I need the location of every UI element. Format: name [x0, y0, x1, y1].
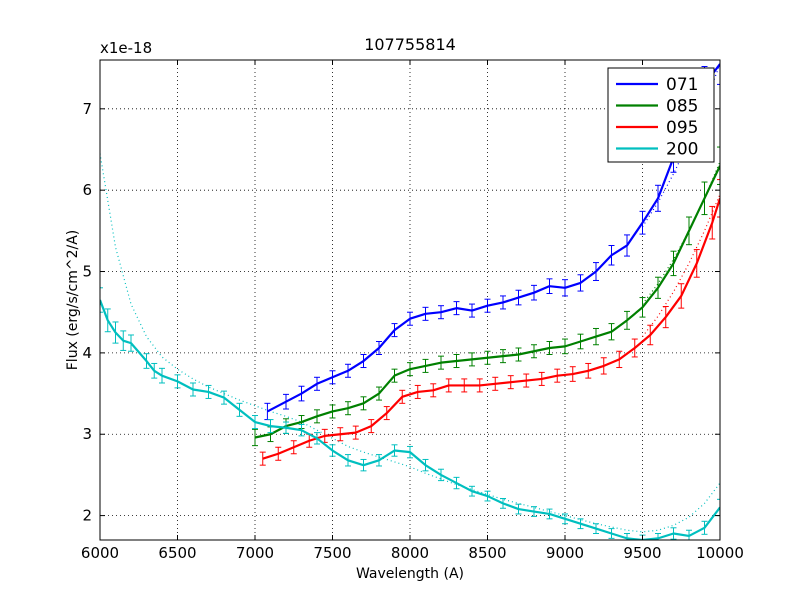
x-tick-label: 7500 — [313, 544, 351, 562]
model-curve-200-model — [100, 153, 720, 533]
x-axis-label: Wavelength (A) — [356, 566, 464, 582]
y-offset-label: x1e-18 — [100, 39, 152, 57]
legend-label-095: 095 — [666, 118, 698, 138]
x-tick-label: 10000 — [696, 544, 744, 562]
x-tick-label: 8500 — [468, 544, 506, 562]
series-line-085 — [254, 165, 720, 439]
y-tick-label: 6 — [82, 181, 92, 199]
x-tick-label: 7000 — [236, 544, 274, 562]
legend-label-085: 085 — [666, 97, 698, 117]
x-tick-label: 8000 — [391, 544, 429, 562]
series-095 — [259, 179, 720, 466]
x-tick-label: 6000 — [81, 544, 119, 562]
y-tick-label: 2 — [82, 507, 92, 525]
x-tick-label: 6500 — [158, 544, 196, 562]
chart-title: 107755814 — [364, 35, 456, 54]
series-200 — [100, 287, 720, 540]
y-axis-label: Flux (erg/s/cm^2/A) — [65, 230, 81, 370]
y-tick-label: 3 — [82, 425, 92, 443]
x-tick-label: 9500 — [623, 544, 661, 562]
legend-label-200: 200 — [666, 140, 698, 160]
data-series — [100, 60, 720, 540]
series-line-071 — [266, 63, 720, 413]
series-line-200 — [100, 299, 720, 540]
axis-ticks: 6000 6500 7000 7500 8000 8500 9000 9500 10000 2 3 4… — [81, 60, 744, 562]
series-085 — [252, 146, 720, 447]
legend-label-071: 071 — [666, 75, 698, 95]
series-line-095 — [262, 197, 720, 460]
x-tick-label: 9000 — [546, 544, 584, 562]
y-tick-label: 7 — [82, 100, 92, 118]
y-tick-label: 4 — [82, 344, 92, 362]
y-tick-label: 5 — [82, 263, 92, 281]
